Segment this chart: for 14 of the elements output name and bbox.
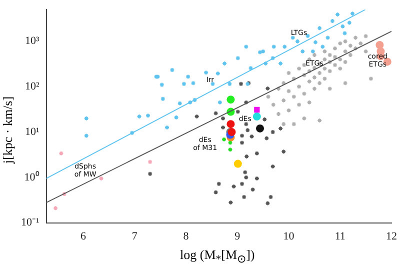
x-tick-label: 11	[334, 230, 346, 242]
x-axis-title: log (M$_{*}$[M$_{⊙}$])	[180, 247, 255, 266]
y-tick-label: 10⁰	[24, 170, 40, 184]
y-tick-label: 10¹	[24, 126, 40, 138]
y-tick-label: 10²	[24, 80, 40, 93]
x-tick-label: 7	[132, 230, 138, 242]
y-tick-label: 10³	[24, 35, 40, 48]
x-tick-label: 9	[234, 230, 241, 242]
y-tick-label: 10⁻¹	[20, 216, 40, 229]
y-axis-title: j[kpc · km/s]	[0, 96, 16, 164]
x-tick-label: 6	[80, 230, 87, 242]
x-tick-label: 12	[386, 230, 397, 242]
x-tick-label: 10	[283, 230, 295, 242]
x-tick-label: 8	[183, 230, 190, 242]
